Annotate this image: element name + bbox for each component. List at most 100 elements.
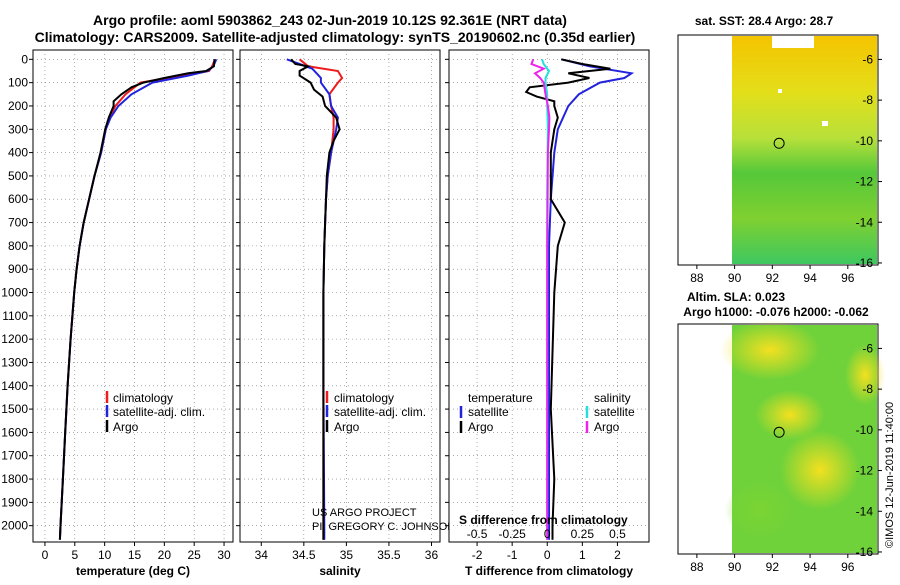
x-tick-label: 20: [158, 548, 172, 562]
s-difference-label: S difference from climatology: [459, 513, 628, 527]
legend-t-satellite: satellite: [468, 405, 509, 419]
map-y-tick-label: -16: [856, 256, 874, 270]
sst-title: sat. SST: 28.4 Argo: 28.7: [695, 14, 834, 28]
legend-temp-header: temperature: [468, 391, 533, 405]
sla-map: Altim. SLA: 0.023 Argo h1000: -0.076 h20…: [677, 290, 885, 574]
x-tick-label: 30: [217, 548, 231, 562]
sla-blob-3: [755, 390, 825, 440]
x-tick-label: 34.5: [292, 548, 316, 562]
depth-tick-label: 1100: [2, 309, 28, 323]
depth-tick-label: 800: [8, 239, 28, 253]
sst-argo-marker: [773, 137, 785, 149]
depth-tick-label: 300: [8, 122, 28, 136]
map-x-tick-label: 92: [766, 271, 780, 285]
temperature-panel: 0 5 10 15 20 25 30 temperature (deg C) climato…: [29, 49, 234, 578]
legend-t-argo: Argo: [468, 420, 494, 434]
map-x-tick-label: 88: [690, 560, 704, 574]
salinity-frame: [239, 49, 441, 543]
depth-tick-label: 2000: [1, 519, 28, 533]
depth-tick-label: 500: [8, 169, 28, 183]
x-tick-label: 1: [579, 548, 586, 562]
depth-tick-label: 1600: [1, 425, 28, 439]
map-x-tick-label: 96: [841, 560, 855, 574]
map-y-tick-label: -16: [856, 545, 874, 559]
series-salinity-argo: [530, 58, 551, 540]
map-y-tick-label: -6: [862, 341, 873, 355]
difference-panel: -2 -1 0 1 2 -0.5 -0.25 0 0.25 0.5 S difference f…: [445, 49, 650, 578]
map-y-tick-label: -6: [862, 52, 873, 66]
depth-tick-label: 400: [8, 146, 28, 160]
depth-tick-label: 1900: [1, 495, 28, 509]
series-temperature-argo: [524, 58, 611, 540]
salinity-panel: 34 34.5 35 35.5 36 salinity climatology sate…: [236, 49, 455, 578]
temperature-frame: [32, 49, 234, 543]
x-tick-label: 34: [255, 548, 269, 562]
depth-axis-labels: 0 100 200 300 400 500 600 700 800 900 1000 1100 1200…: [1, 52, 28, 532]
legend-sal-header: salinity: [594, 391, 631, 405]
x-tick-label: 36: [425, 548, 439, 562]
depth-tick-label: 600: [8, 192, 28, 206]
x-tick-label: 2: [614, 548, 621, 562]
sla-blob-4: [725, 480, 795, 540]
credit-project: US ARGO PROJECT: [312, 507, 417, 519]
sst-cloud: [772, 36, 814, 48]
series-argo: [58, 59, 216, 540]
credit-pi: PI: GREGORY C. JOHNSON: [312, 521, 455, 533]
legend-satellite-s: satellite-adj. clim.: [334, 405, 426, 419]
legend-argo: Argo: [113, 420, 139, 434]
series-temperature-satellite: [548, 58, 635, 540]
sla-ticks: 88 90 92 94 96 -6 -8 -10 -12 -14 -16: [690, 341, 882, 574]
map-x-tick-label: 90: [728, 560, 742, 574]
legend-climatology: climatology: [113, 391, 173, 405]
map-x-tick-label: 94: [803, 271, 817, 285]
t-difference-label: T difference from climatology: [465, 564, 633, 578]
x-tick-label: 25: [188, 548, 202, 562]
map-y-tick-label: -12: [856, 464, 874, 478]
series-argo: [290, 58, 341, 540]
title-line-1: Argo profile: aoml 5903862_243 02-Jun-20…: [93, 12, 567, 28]
legend-s-satellite: satellite: [594, 405, 635, 419]
sst-gap-2: [822, 121, 828, 126]
temperature-legend: climatology satellite-adj. clim. Argo: [105, 391, 205, 434]
sla-blob-1: [720, 320, 820, 380]
salinity-xlabel: salinity: [319, 564, 361, 578]
sst-map: sat. SST: 28.4 Argo: 28.7 88 90 92 94 96 -6 -8…: [677, 14, 882, 285]
map-x-tick-label: 88: [690, 271, 704, 285]
sla-blob-2: [780, 430, 860, 510]
legend-climatology-s: climatology: [334, 391, 394, 405]
difference-s-ticks: -0.5 -0.25 0 0.25 0.5: [467, 527, 626, 541]
legend-s-argo: Argo: [594, 420, 620, 434]
temperature-lines: [58, 58, 218, 540]
watermark: ©IMOS 12-Jun-2019 11:40:00: [884, 402, 896, 548]
s-tick-label: 0: [544, 527, 551, 541]
legend-argo-s: Argo: [334, 420, 360, 434]
depth-tick-label: 700: [8, 216, 28, 230]
x-tick-label: 5: [71, 548, 78, 562]
map-y-tick-label: -14: [856, 504, 874, 518]
sla-title-1: Altim. SLA: 0.023: [687, 290, 785, 304]
x-tick-label: 0: [42, 548, 49, 562]
x-tick-label: 10: [98, 548, 112, 562]
map-x-tick-label: 96: [841, 271, 855, 285]
s-tick-label: 0.5: [609, 527, 626, 541]
map-y-tick-label: -8: [862, 382, 873, 396]
x-tick-label: 15: [128, 548, 142, 562]
x-tick-label: -2: [472, 548, 483, 562]
depth-tick-label: 1500: [1, 402, 28, 416]
map-y-tick-label: -10: [856, 423, 874, 437]
map-y-tick-label: -10: [856, 134, 874, 148]
map-x-tick-label: 94: [803, 560, 817, 574]
depth-tick-label: 1200: [1, 332, 28, 346]
depth-tick-label: 0: [21, 52, 28, 66]
sla-title-2: Argo h1000: -0.076 h2000: -0.062: [683, 305, 869, 319]
difference-lines: [524, 58, 635, 540]
temperature-grid: [29, 50, 233, 542]
s-tick-label: 0.25: [571, 527, 595, 541]
sla-blob-5: [845, 345, 885, 405]
depth-tick-label: 1400: [1, 379, 28, 393]
sla-argo-marker: [773, 426, 785, 438]
sst-ticks: 88 90 92 94 96 -6 -8 -10 -12 -14 -16: [690, 52, 882, 285]
map-y-tick-label: -8: [862, 93, 873, 107]
title-line-2: Climatology: CARS2009. Satellite-adjuste…: [35, 29, 636, 45]
